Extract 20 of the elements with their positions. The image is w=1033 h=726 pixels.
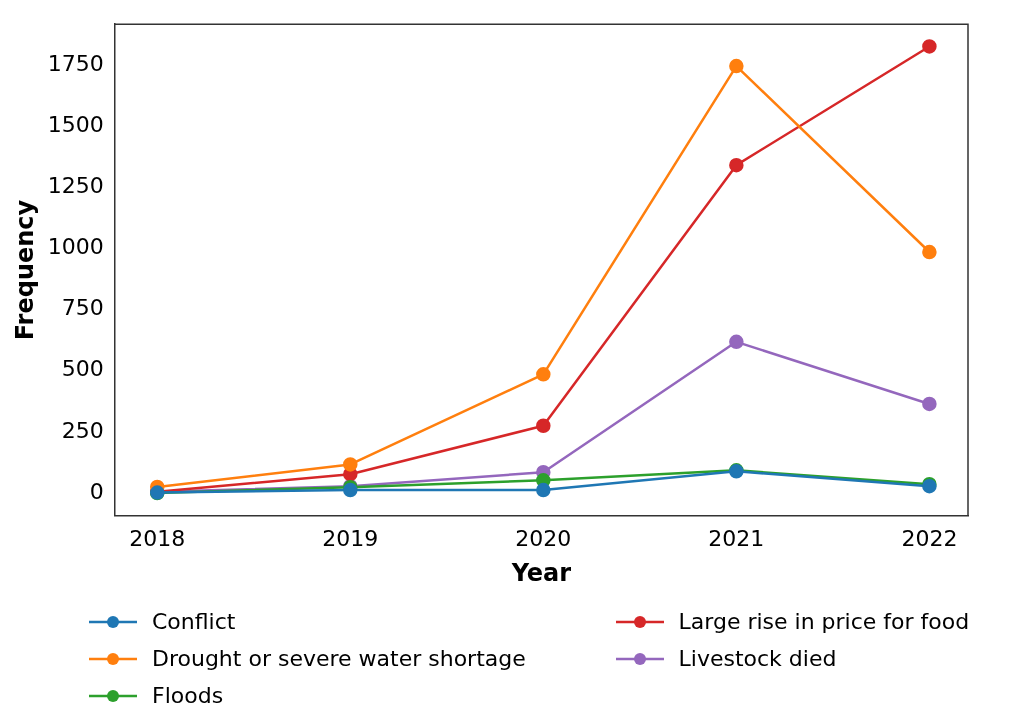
x-tick-label: 2020 xyxy=(515,525,572,551)
y-tick-label: 0 xyxy=(89,478,104,504)
x-tick-label: 2022 xyxy=(901,525,958,551)
y-tick-label: 500 xyxy=(61,356,104,382)
y-tick-label: 250 xyxy=(61,417,104,443)
y-tick-label: 750 xyxy=(61,295,104,321)
legend-label: Floods xyxy=(152,683,224,708)
y-tick-label: 1500 xyxy=(47,111,104,137)
legend-label: Large rise in price for food xyxy=(678,609,970,634)
y-tick-label: 1000 xyxy=(47,234,104,260)
y-axis-title: Frequency xyxy=(10,199,39,341)
x-tick-label: 2018 xyxy=(129,525,186,551)
y-tick-label: 1250 xyxy=(47,172,104,198)
x-tick-label: 2021 xyxy=(708,525,765,551)
legend-label: Conflict xyxy=(152,609,236,634)
legend-label: Livestock died xyxy=(678,646,837,671)
x-axis-title: Year xyxy=(510,558,572,587)
x-tick-label: 2019 xyxy=(322,525,379,551)
legend-label: Drought or severe water shortage xyxy=(152,646,526,671)
y-tick-label: 1750 xyxy=(47,50,104,76)
